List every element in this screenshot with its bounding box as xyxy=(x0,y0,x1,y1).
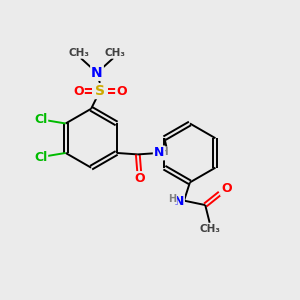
Text: Cl: Cl xyxy=(34,151,47,164)
Text: O: O xyxy=(221,182,232,195)
Text: CH₃: CH₃ xyxy=(104,48,125,58)
Text: CH₃: CH₃ xyxy=(199,224,220,234)
Text: O: O xyxy=(134,172,145,185)
Text: Cl: Cl xyxy=(34,112,47,126)
Text: N: N xyxy=(154,146,164,159)
Text: O: O xyxy=(73,85,84,98)
Text: CH₃: CH₃ xyxy=(69,48,90,58)
Text: S: S xyxy=(95,84,105,98)
Text: N: N xyxy=(174,195,184,208)
Text: O: O xyxy=(116,85,127,98)
Text: N: N xyxy=(91,66,103,80)
Text: H: H xyxy=(168,194,176,204)
Text: H: H xyxy=(160,147,169,158)
